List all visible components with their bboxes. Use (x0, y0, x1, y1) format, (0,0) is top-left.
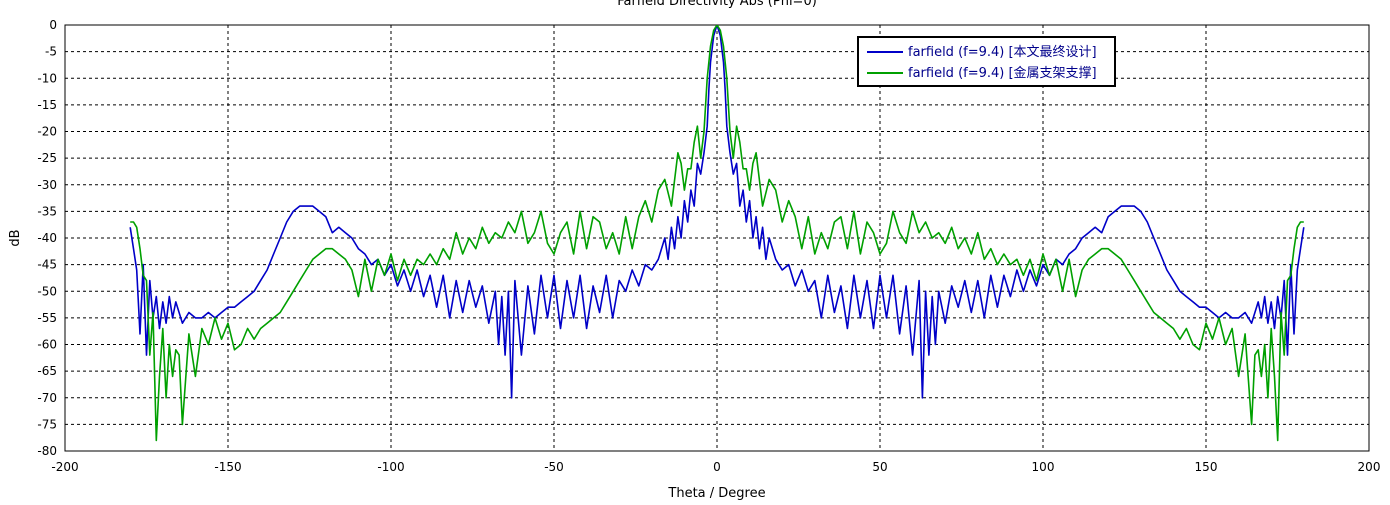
x-axis-ticks: -200 -150 -100 -50 0 50 100 150 200 (51, 460, 1380, 474)
grid-lines (65, 25, 1369, 451)
y-tick-label: -20 (37, 125, 57, 139)
y-tick-label: -40 (37, 231, 57, 245)
x-tick-label: 50 (872, 460, 887, 474)
series-line-metal-support (130, 25, 1304, 442)
legend-label-metal-support: farfield (f=9.4) [金属支架支撑] (908, 65, 1097, 81)
x-tick-label: -150 (214, 460, 241, 474)
y-tick-label: -5 (45, 45, 57, 59)
y-tick-label: 0 (49, 18, 57, 32)
y-tick-label: -30 (37, 178, 57, 192)
y-tick-label: -55 (37, 311, 57, 325)
x-tick-label: 0 (713, 460, 721, 474)
y-tick-label: -60 (37, 338, 57, 352)
x-tick-label: -50 (544, 460, 564, 474)
y-tick-label: -45 (37, 258, 57, 272)
series-lines (129, 25, 1305, 442)
y-axis-ticks: 0 -5 -10 -15 -20 -25 -30 -35 -40 -45 -50 -55 -60 -65 -… (37, 18, 57, 458)
y-tick-label: -10 (37, 71, 57, 85)
y-tick-label: -70 (37, 391, 57, 405)
legend-label-design: farfield (f=9.4) [本文最终设计] (908, 44, 1097, 60)
y-axis-label: dB (8, 229, 23, 246)
y-tick-label: -65 (37, 364, 57, 378)
y-tick-label: -25 (37, 151, 57, 165)
x-tick-label: 150 (1195, 460, 1218, 474)
x-axis-label: Theta / Degree (667, 486, 765, 501)
y-tick-label: -50 (37, 284, 57, 298)
y-tick-label: -80 (37, 444, 57, 458)
y-tick-label: -75 (37, 417, 57, 431)
x-tick-label: -200 (51, 460, 78, 474)
legend: farfield (f=9.4) [本文最终设计] farfield (f=9.… (857, 36, 1116, 87)
chart-title: Farfield Directivity Abs (Phi=0) (617, 0, 817, 9)
y-tick-label: -15 (37, 98, 57, 112)
x-tick-label: 200 (1358, 460, 1381, 474)
y-tick-label: -35 (37, 204, 57, 218)
legend-box (857, 36, 1116, 87)
x-tick-label: 100 (1032, 460, 1055, 474)
x-tick-label: -100 (377, 460, 404, 474)
series-line-design (129, 25, 1305, 399)
